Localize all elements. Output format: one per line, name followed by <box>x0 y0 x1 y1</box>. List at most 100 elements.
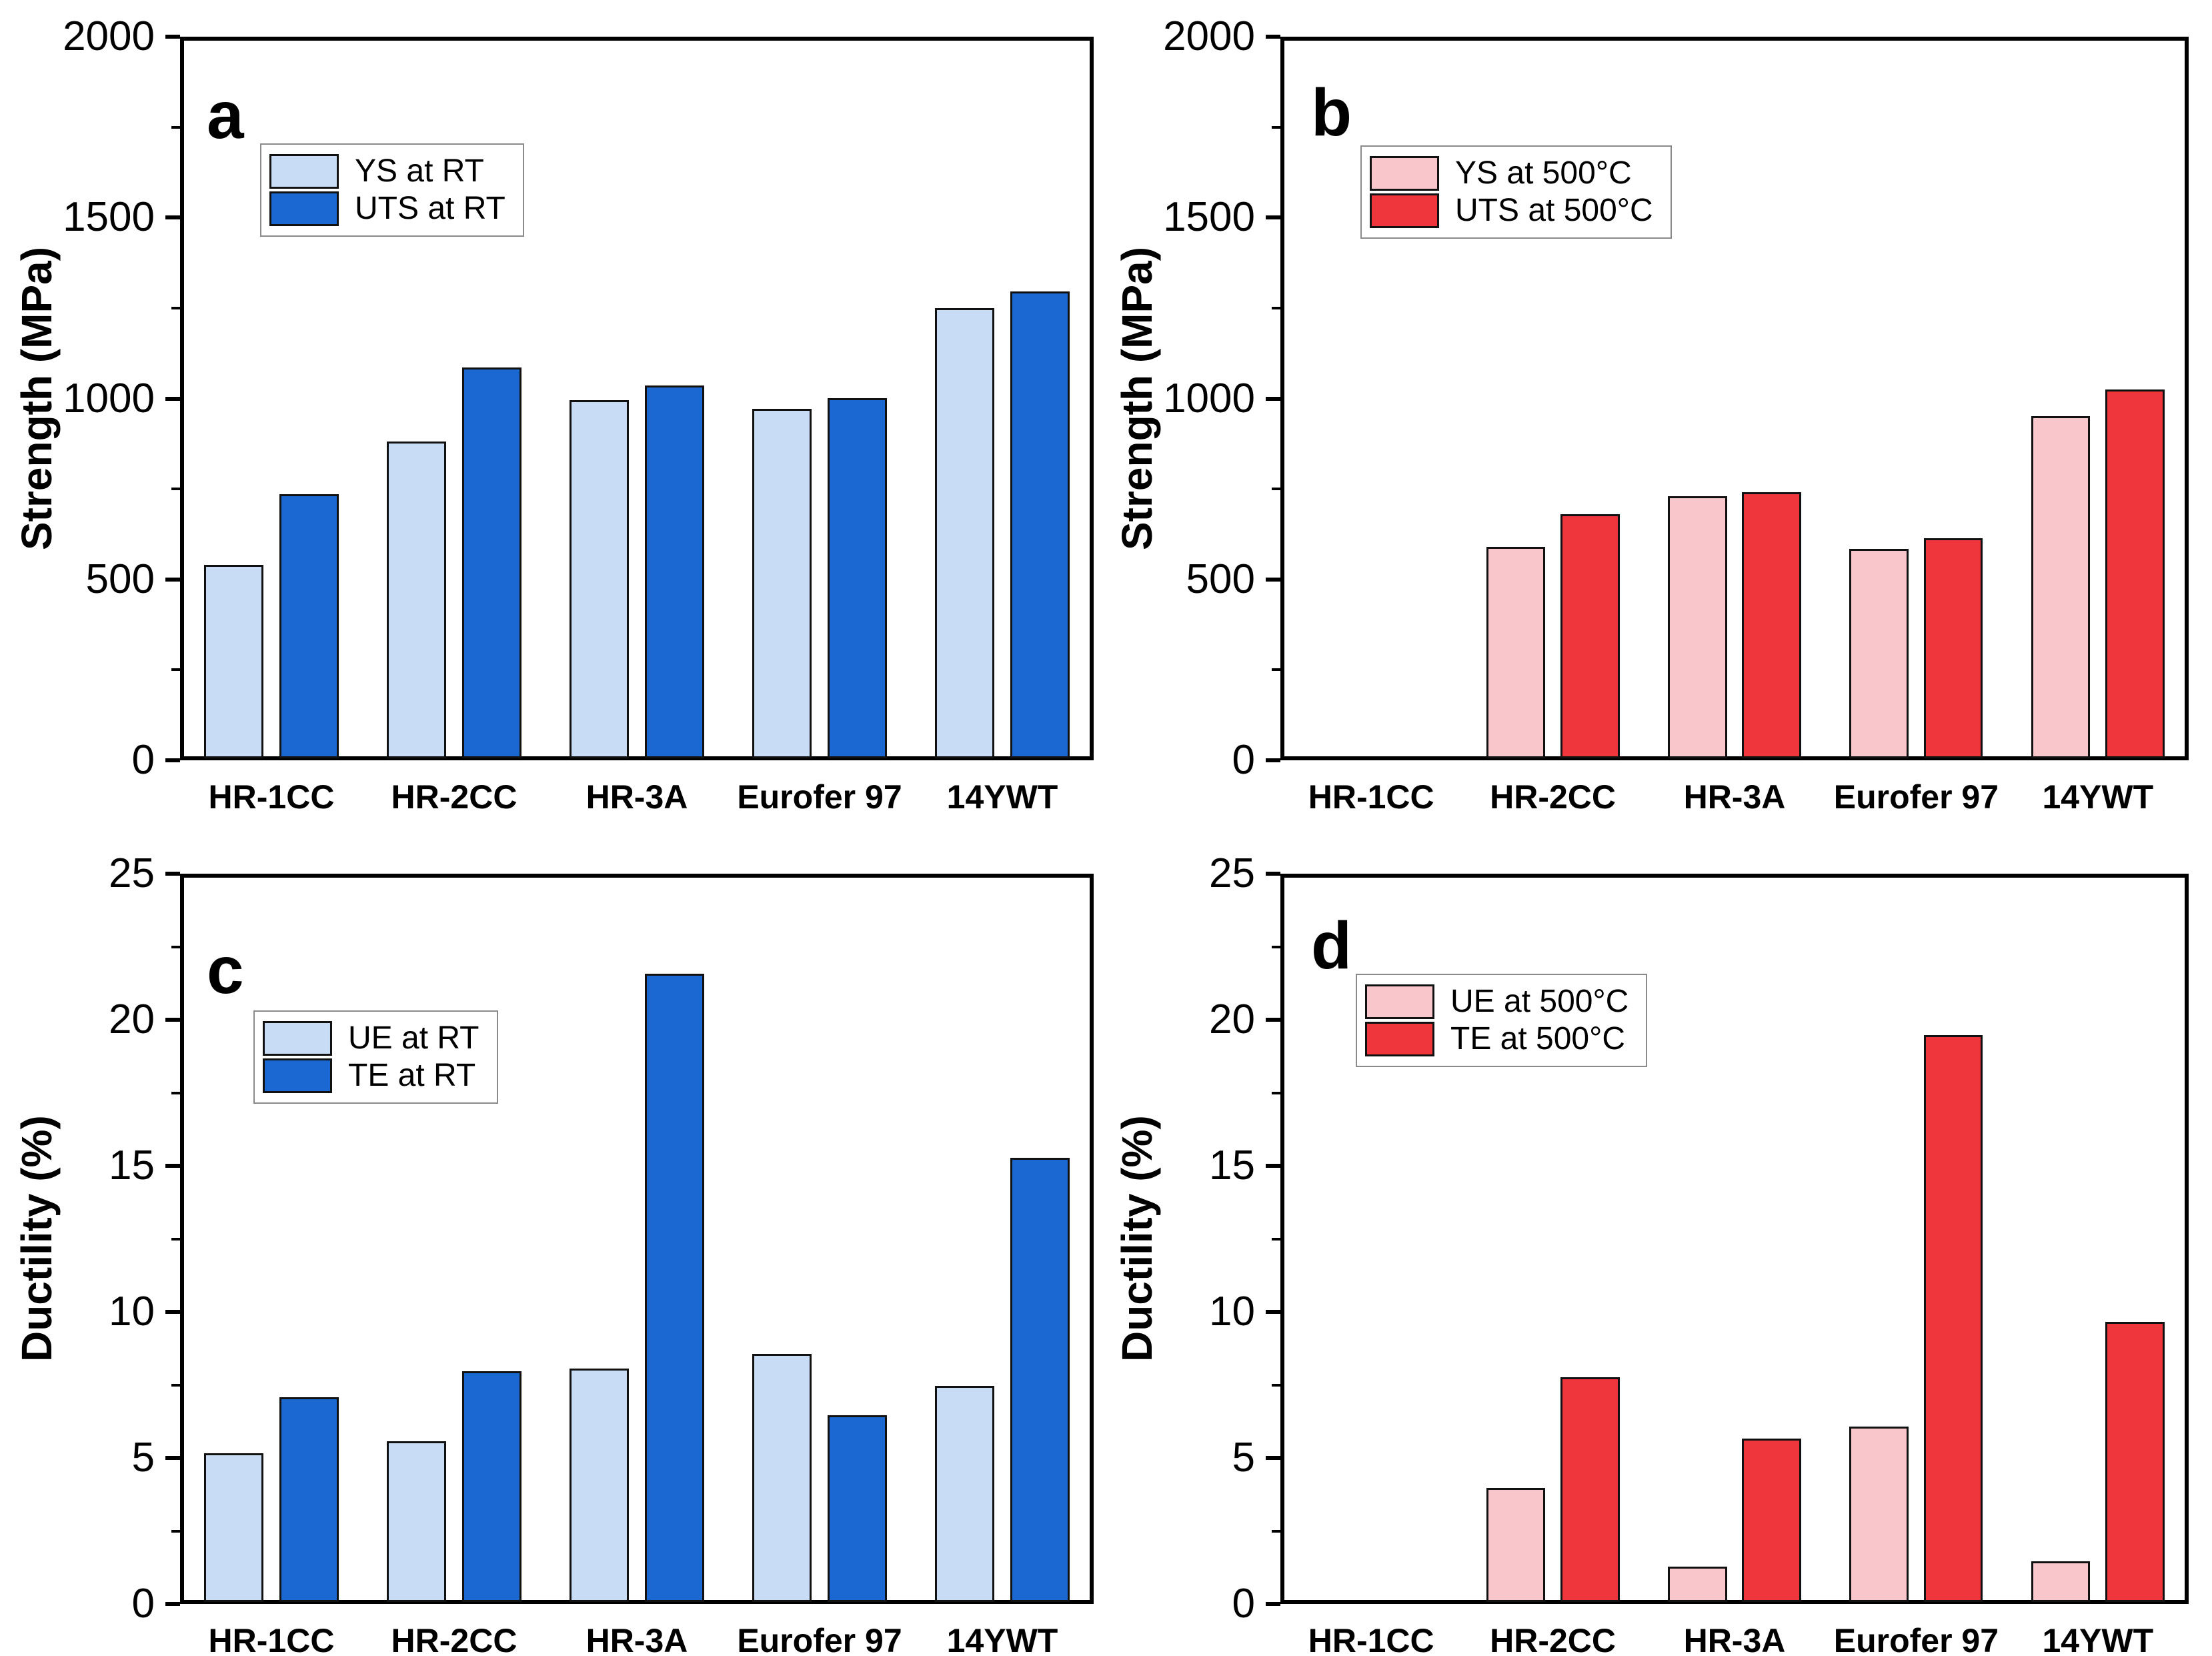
legend-swatch-light-pink <box>1370 156 1439 191</box>
bar-ys-at-500-c-eurofer-97 <box>1849 549 1909 758</box>
y-axis-major-tick <box>165 396 180 401</box>
bar-te-at-rt-hr-2cc <box>461 1371 521 1602</box>
y-axis-major-tick <box>1266 1602 1280 1606</box>
y-axis-tick-label: 2000 <box>1163 13 1255 59</box>
bar-te-at-500-c-hr-3a <box>1742 1438 1801 1602</box>
x-axis-category-label: 14YWT <box>2042 778 2154 816</box>
y-axis-tick-label: 15 <box>1209 1142 1255 1188</box>
bar-ys-at-500-c-hr-2cc <box>1486 546 1546 758</box>
y-axis-tick-label: 25 <box>109 850 155 896</box>
x-axis-category-label: HR-1CC <box>1308 778 1434 816</box>
y-axis-tick-label: 15 <box>109 1142 155 1188</box>
legend-row: YS at 500°C <box>1370 156 1653 191</box>
y-axis-minor-tick <box>1272 488 1280 491</box>
x-axis-category-label: HR-1CC <box>1308 1622 1434 1656</box>
panel-c-y-axis-title: Ductility (%) <box>13 1115 61 1363</box>
x-axis-category-label: HR-3A <box>586 778 688 816</box>
y-axis-major-tick <box>165 1456 180 1460</box>
y-axis-major-tick <box>165 215 180 220</box>
bar-te-at-rt-eurofer-97 <box>827 1415 887 1602</box>
x-axis-category-label: HR-2CC <box>1490 778 1616 816</box>
x-axis-category-label: HR-3A <box>1683 778 1786 816</box>
y-axis-minor-tick <box>171 125 180 129</box>
y-axis-tick-label: 0 <box>131 737 155 783</box>
y-axis-minor-tick <box>171 1237 180 1240</box>
legend-label: UTS at 500°C <box>1455 193 1653 228</box>
panel-b-letter: b <box>1311 75 1352 150</box>
bar-ue-at-rt-hr-3a <box>570 1368 630 1602</box>
bar-te-at-rt-hr-3a <box>644 974 704 1602</box>
legend-swatch-red <box>1365 1022 1434 1056</box>
y-axis-tick-label: 2000 <box>63 13 155 59</box>
bar-te-at-500-c-14ywt <box>2105 1321 2165 1602</box>
y-axis-minor-tick <box>1272 1237 1280 1240</box>
bar-uts-at-rt-hr-1cc <box>279 494 339 758</box>
y-axis-minor-tick <box>171 668 180 672</box>
legend-swatch-light-blue <box>263 1021 332 1056</box>
legend-row: UTS at 500°C <box>1370 193 1653 228</box>
bar-ys-at-500-c-hr-3a <box>1668 496 1727 758</box>
x-axis-category-label: HR-1CC <box>208 778 335 816</box>
bar-ys-at-rt-eurofer-97 <box>752 409 812 758</box>
y-axis-minor-tick <box>1272 945 1280 948</box>
y-axis-minor-tick <box>171 1383 180 1387</box>
x-axis-category-label: HR-1CC <box>208 1622 335 1656</box>
y-axis-major-tick <box>1266 758 1280 762</box>
legend-label: YS at RT <box>355 153 484 189</box>
y-axis-major-tick <box>1266 1164 1280 1168</box>
y-axis-minor-tick <box>1272 306 1280 309</box>
y-axis-major-tick <box>165 758 180 762</box>
legend-label: UE at RT <box>348 1020 479 1056</box>
bar-ue-at-500-c-eurofer-97 <box>1849 1427 1909 1602</box>
bar-ue-at-500-c-14ywt <box>2031 1561 2091 1602</box>
y-axis-minor-tick <box>1272 1091 1280 1094</box>
y-axis-major-tick <box>165 35 180 39</box>
panel-d-letter: d <box>1311 908 1352 983</box>
y-axis-major-tick <box>1266 1456 1280 1460</box>
y-axis-major-tick <box>165 872 180 876</box>
bar-ys-at-rt-hr-3a <box>570 399 630 758</box>
legend-row: UE at RT <box>263 1021 479 1056</box>
bar-uts-at-500-c-14ywt <box>2105 389 2165 758</box>
bar-ue-at-rt-eurofer-97 <box>752 1353 812 1602</box>
bar-ue-at-rt-14ywt <box>935 1385 995 1602</box>
x-axis-category-label: HR-3A <box>1683 1622 1786 1656</box>
y-axis-tick-label: 10 <box>109 1289 155 1335</box>
bar-te-at-500-c-hr-2cc <box>1560 1377 1620 1602</box>
y-axis-tick-label: 5 <box>131 1435 155 1481</box>
y-axis-tick-label: 500 <box>85 556 155 602</box>
legend-swatch-light-blue <box>269 154 339 189</box>
panel-c-letter: c <box>207 933 244 1008</box>
y-axis-major-tick <box>1266 35 1280 39</box>
legend-label: TE at RT <box>348 1058 476 1093</box>
legend-swatch-light-pink <box>1365 984 1434 1019</box>
x-axis-category-label: Eurofer 97 <box>1833 1622 1999 1656</box>
y-axis-major-tick <box>165 1602 180 1606</box>
y-axis-tick-label: 20 <box>109 996 155 1042</box>
legend-row: YS at RT <box>269 154 505 189</box>
y-axis-tick-label: 25 <box>1209 850 1255 896</box>
legend-swatch-dark-blue <box>263 1058 332 1093</box>
bar-ue-at-500-c-hr-2cc <box>1486 1488 1546 1602</box>
y-axis-minor-tick <box>1272 125 1280 129</box>
panel-a-legend: YS at RT UTS at RT <box>260 143 524 237</box>
panel-d-y-axis-title: Ductility (%) <box>1113 1115 1161 1363</box>
y-axis-tick-label: 1500 <box>63 194 155 241</box>
legend-row: UTS at RT <box>269 191 505 226</box>
legend-swatch-red <box>1370 193 1439 228</box>
bar-te-at-rt-14ywt <box>1010 1158 1070 1602</box>
legend-row: TE at 500°C <box>1365 1022 1628 1056</box>
bar-uts-at-rt-hr-2cc <box>461 367 521 758</box>
y-axis-major-tick <box>1266 396 1280 401</box>
y-axis-major-tick <box>165 577 180 582</box>
bar-te-at-500-c-eurofer-97 <box>1923 1035 1983 1602</box>
y-axis-major-tick <box>1266 872 1280 876</box>
x-axis-category-label: HR-2CC <box>391 778 517 816</box>
x-axis-category-label: HR-2CC <box>1490 1622 1616 1656</box>
bar-uts-at-rt-14ywt <box>1010 291 1070 758</box>
y-axis-minor-tick <box>171 945 180 948</box>
bar-ue-at-rt-hr-2cc <box>387 1441 447 1602</box>
y-axis-tick-label: 0 <box>1232 1581 1255 1627</box>
y-axis-major-tick <box>1266 1310 1280 1314</box>
